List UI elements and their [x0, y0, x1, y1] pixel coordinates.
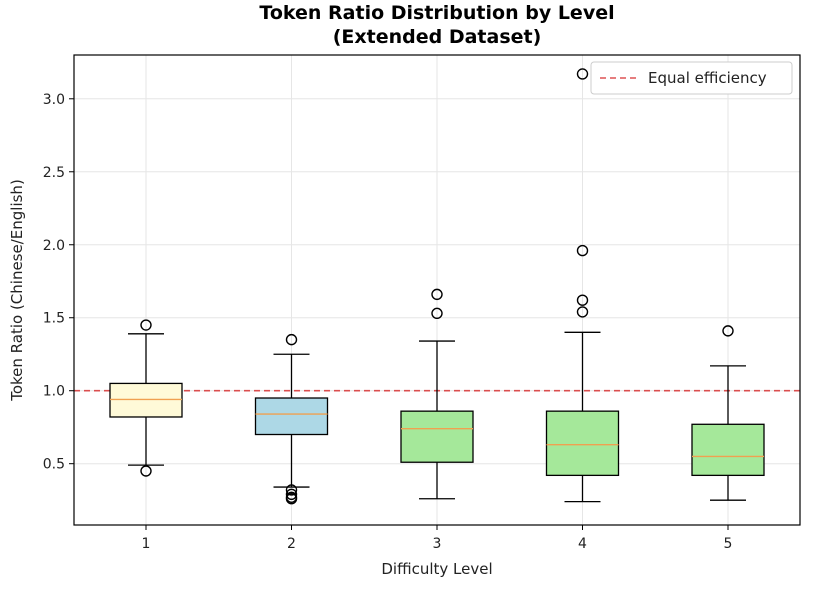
outlier-point	[285, 488, 298, 501]
outlier-point	[140, 465, 152, 477]
outlier-point	[140, 319, 152, 331]
x-tick-label: 1	[142, 536, 151, 552]
y-tick-label: 2.0	[43, 238, 65, 254]
x-axis-label: Difficulty Level	[381, 560, 492, 578]
outlier-point	[576, 244, 589, 257]
x-tick-label: 3	[433, 536, 442, 552]
y-axis-label: Token Ratio (Chinese/English)	[8, 179, 26, 402]
outlier-point	[576, 294, 589, 306]
box-iqr	[545, 410, 620, 477]
box-group-4	[545, 68, 620, 503]
x-tick-label: 4	[578, 536, 587, 552]
outlier-point	[722, 325, 734, 337]
box-iqr	[400, 410, 474, 463]
chart-subtitle: (Extended Dataset)	[333, 26, 542, 48]
box-iqr	[691, 423, 765, 477]
y-axis-ticks: 0.5 1.0 1.5 2.0 2.5 3.0	[43, 92, 74, 473]
legend-label: Equal efficiency	[648, 69, 767, 87]
x-tick-label: 5	[724, 536, 733, 552]
outlier-point	[285, 333, 298, 346]
chart-title: Token Ratio Distribution by Level	[259, 2, 614, 24]
x-tick-label: 2	[287, 536, 296, 552]
y-tick-label: 1.0	[43, 384, 65, 400]
box-iqr	[109, 382, 183, 418]
box-group-1	[109, 319, 183, 477]
box-group-2	[254, 333, 329, 505]
x-axis-ticks: 1 2 3 4 5	[142, 525, 733, 552]
legend: Equal efficiency	[590, 61, 793, 95]
boxes	[109, 68, 765, 505]
y-tick-label: 0.5	[43, 457, 65, 473]
outlier-point	[576, 68, 589, 80]
outlier-point	[431, 307, 443, 320]
outlier-point	[576, 306, 589, 318]
outlier-point	[431, 288, 443, 301]
y-tick-label: 3.0	[43, 92, 65, 108]
box-group-5	[691, 325, 765, 501]
box-iqr	[254, 397, 329, 436]
outlier-point	[285, 484, 298, 496]
box-group-3	[400, 288, 474, 500]
y-tick-label: 1.5	[43, 311, 65, 327]
outlier-point	[285, 493, 298, 505]
legend-frame	[590, 61, 793, 95]
y-tick-label: 2.5	[43, 165, 65, 181]
